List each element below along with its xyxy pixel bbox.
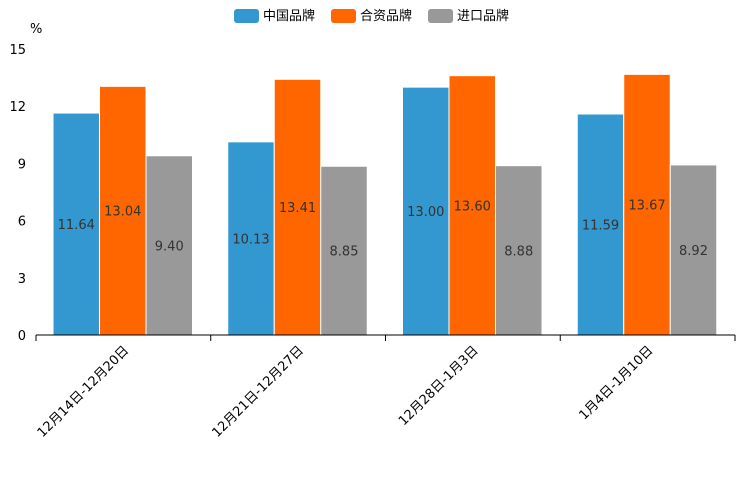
legend-swatch-3[interactable] <box>428 9 453 23</box>
data-label-2-3: 13.60 <box>454 199 491 214</box>
y-tick-label-9: 9 <box>18 157 26 172</box>
data-label-1-3: 13.00 <box>407 205 444 220</box>
bar-1-2[interactable] <box>227 141 275 336</box>
data-label-3-2: 8.85 <box>330 245 359 260</box>
bar-2-3[interactable] <box>448 75 496 336</box>
data-labels: 11.64 13.04 9.40 10.13 13.41 8.85 13.00 13.60 8.… <box>58 199 708 260</box>
data-label-2-1: 13.04 <box>104 205 141 220</box>
legend: 中国品牌 合资品牌 进口品牌 <box>234 8 509 24</box>
x-tick-label-2: 12月21日-12月27日 <box>209 343 306 440</box>
y-tick-label-6: 6 <box>18 215 26 230</box>
legend-swatch-1[interactable] <box>234 9 259 23</box>
legend-label-3[interactable]: 进口品牌 <box>457 8 509 24</box>
bar-1-1[interactable] <box>52 112 100 336</box>
x-tick-label-4: 1月4日-1月10日 <box>577 343 657 423</box>
y-tick-label-12: 12 <box>9 100 26 115</box>
data-label-2-4: 13.67 <box>628 199 665 214</box>
data-label-1-2: 10.13 <box>232 232 269 247</box>
legend-swatch-2[interactable] <box>331 9 356 23</box>
data-label-3-3: 8.88 <box>504 244 533 259</box>
bars <box>52 73 718 336</box>
x-tick-label-1: 12月14日-12月20日 <box>35 343 132 440</box>
y-axis: 0 3 6 9 12 15 <box>9 43 26 344</box>
bar-2-1[interactable] <box>99 85 147 336</box>
bar-3-2[interactable] <box>320 165 368 336</box>
y-tick-label-0: 0 <box>18 329 26 344</box>
y-tick-label-15: 15 <box>9 43 26 58</box>
data-label-1-1: 11.64 <box>58 218 95 233</box>
legend-label-2[interactable]: 合资品牌 <box>360 8 412 24</box>
bar-3-4[interactable] <box>669 164 718 336</box>
data-label-3-4: 8.92 <box>679 244 708 259</box>
data-label-1-4: 11.59 <box>582 219 619 234</box>
x-tick-label-3: 12月28日-1月3日 <box>396 343 482 429</box>
bar-3-1[interactable] <box>145 155 193 336</box>
data-label-3-1: 9.40 <box>155 239 184 254</box>
y-tick-label-3: 3 <box>18 272 26 287</box>
bar-1-4[interactable] <box>576 113 625 336</box>
bar-2-2[interactable] <box>273 78 322 336</box>
y-axis-unit-label: % <box>30 22 42 37</box>
x-axis-ticks <box>35 335 736 341</box>
data-label-2-2: 13.41 <box>279 201 316 216</box>
legend-label-1[interactable]: 中国品牌 <box>263 8 315 24</box>
x-axis-labels: 12月14日-12月20日 12月21日-12月27日 12月28日-1月3日 1月4… <box>35 343 657 440</box>
